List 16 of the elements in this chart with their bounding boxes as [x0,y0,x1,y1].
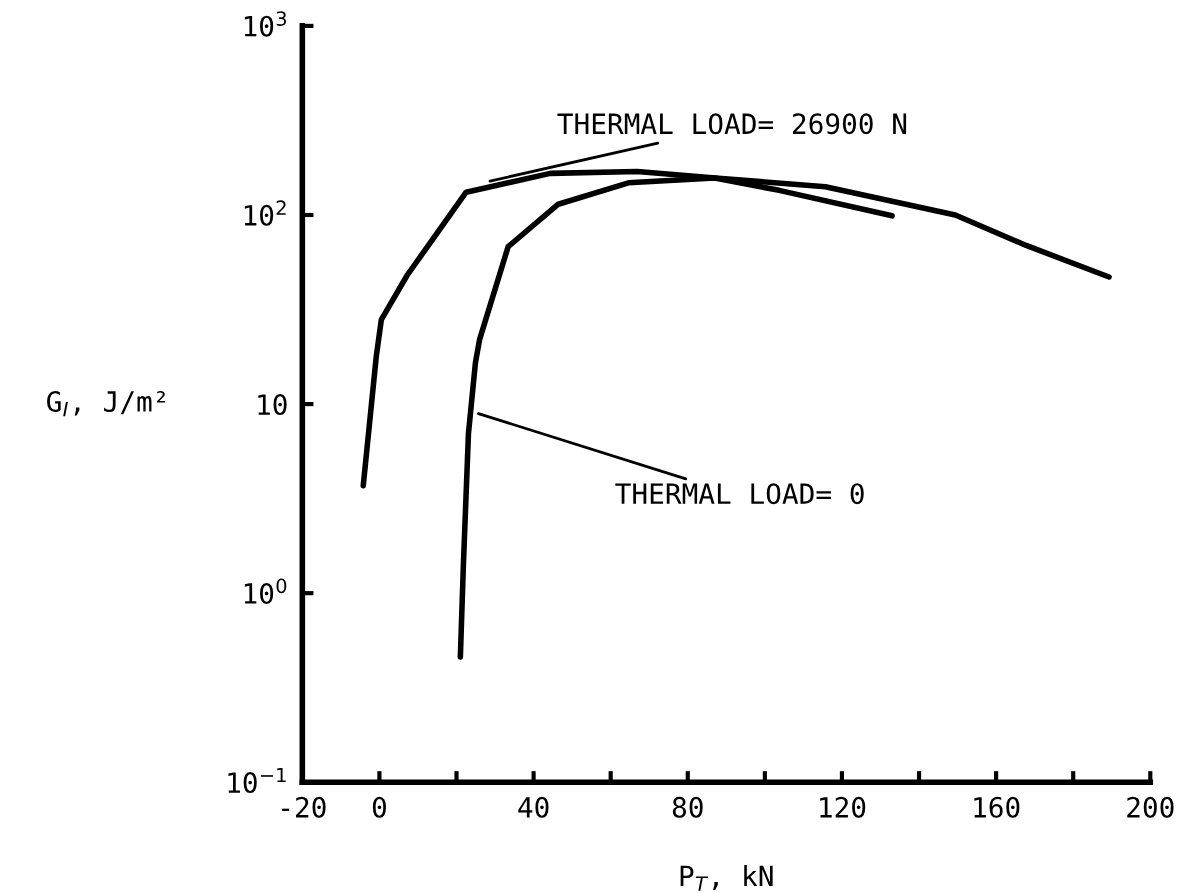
y-axis-title: G$_{I}$, J/m² [47,390,165,417]
y-tick-label: 10$^{0}$ [244,578,287,604]
y-tick-label: 10$^{−1}$ [228,767,286,794]
annotation: THERMAL LOAD= 0 [615,483,864,505]
x-tick-label: 80 [672,796,703,818]
y-tick-label: 10$^{3}$ [244,11,287,37]
x-tick-label: 40 [518,796,549,818]
y-tick-label: 10$^{2}$ [244,200,286,226]
x-tick-label: 160 [974,796,1020,818]
x-axis-title: P$_{T}$, kN [680,865,773,891]
y-tick-label: 10 [258,394,287,416]
x-tick-label: -20 [282,796,326,818]
x-tick-label: 0 [372,796,386,818]
x-tick-label: 200 [1127,796,1174,818]
x-tick-label: 120 [820,796,866,818]
annotation: THERMAL LOAD= 26900 N [557,113,907,135]
